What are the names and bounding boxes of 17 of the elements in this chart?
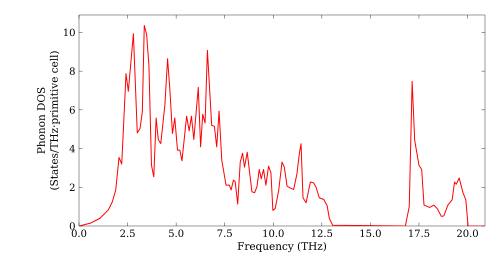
x-tick-label: 20.0 [457, 230, 478, 238]
x-tick-label: 0.0 [72, 230, 86, 238]
x-tick-label: 15.0 [360, 230, 381, 238]
x-tick-label: 12.5 [312, 230, 332, 238]
y-tick-label: 6 [70, 106, 75, 114]
y-axis-title: Phonon DOS (States/THz·primitive cell) [36, 51, 60, 190]
x-tick-label: 7.5 [218, 230, 232, 237]
x-axis-title: Frequency (THz) [238, 242, 326, 252]
y-tick-label: 2 [70, 184, 74, 191]
x-tick-label: 5.0 [169, 230, 184, 238]
x-tick-label: 2.5 [120, 230, 135, 238]
y-tick-label: 10 [64, 28, 75, 36]
y-tick-label: 4 [69, 144, 75, 152]
x-tick-label: 17.5 [409, 230, 430, 238]
y-tick-label: 8 [70, 67, 75, 75]
y-tick-label: 0 [70, 222, 75, 230]
x-tick-label: 10.0 [263, 230, 284, 238]
